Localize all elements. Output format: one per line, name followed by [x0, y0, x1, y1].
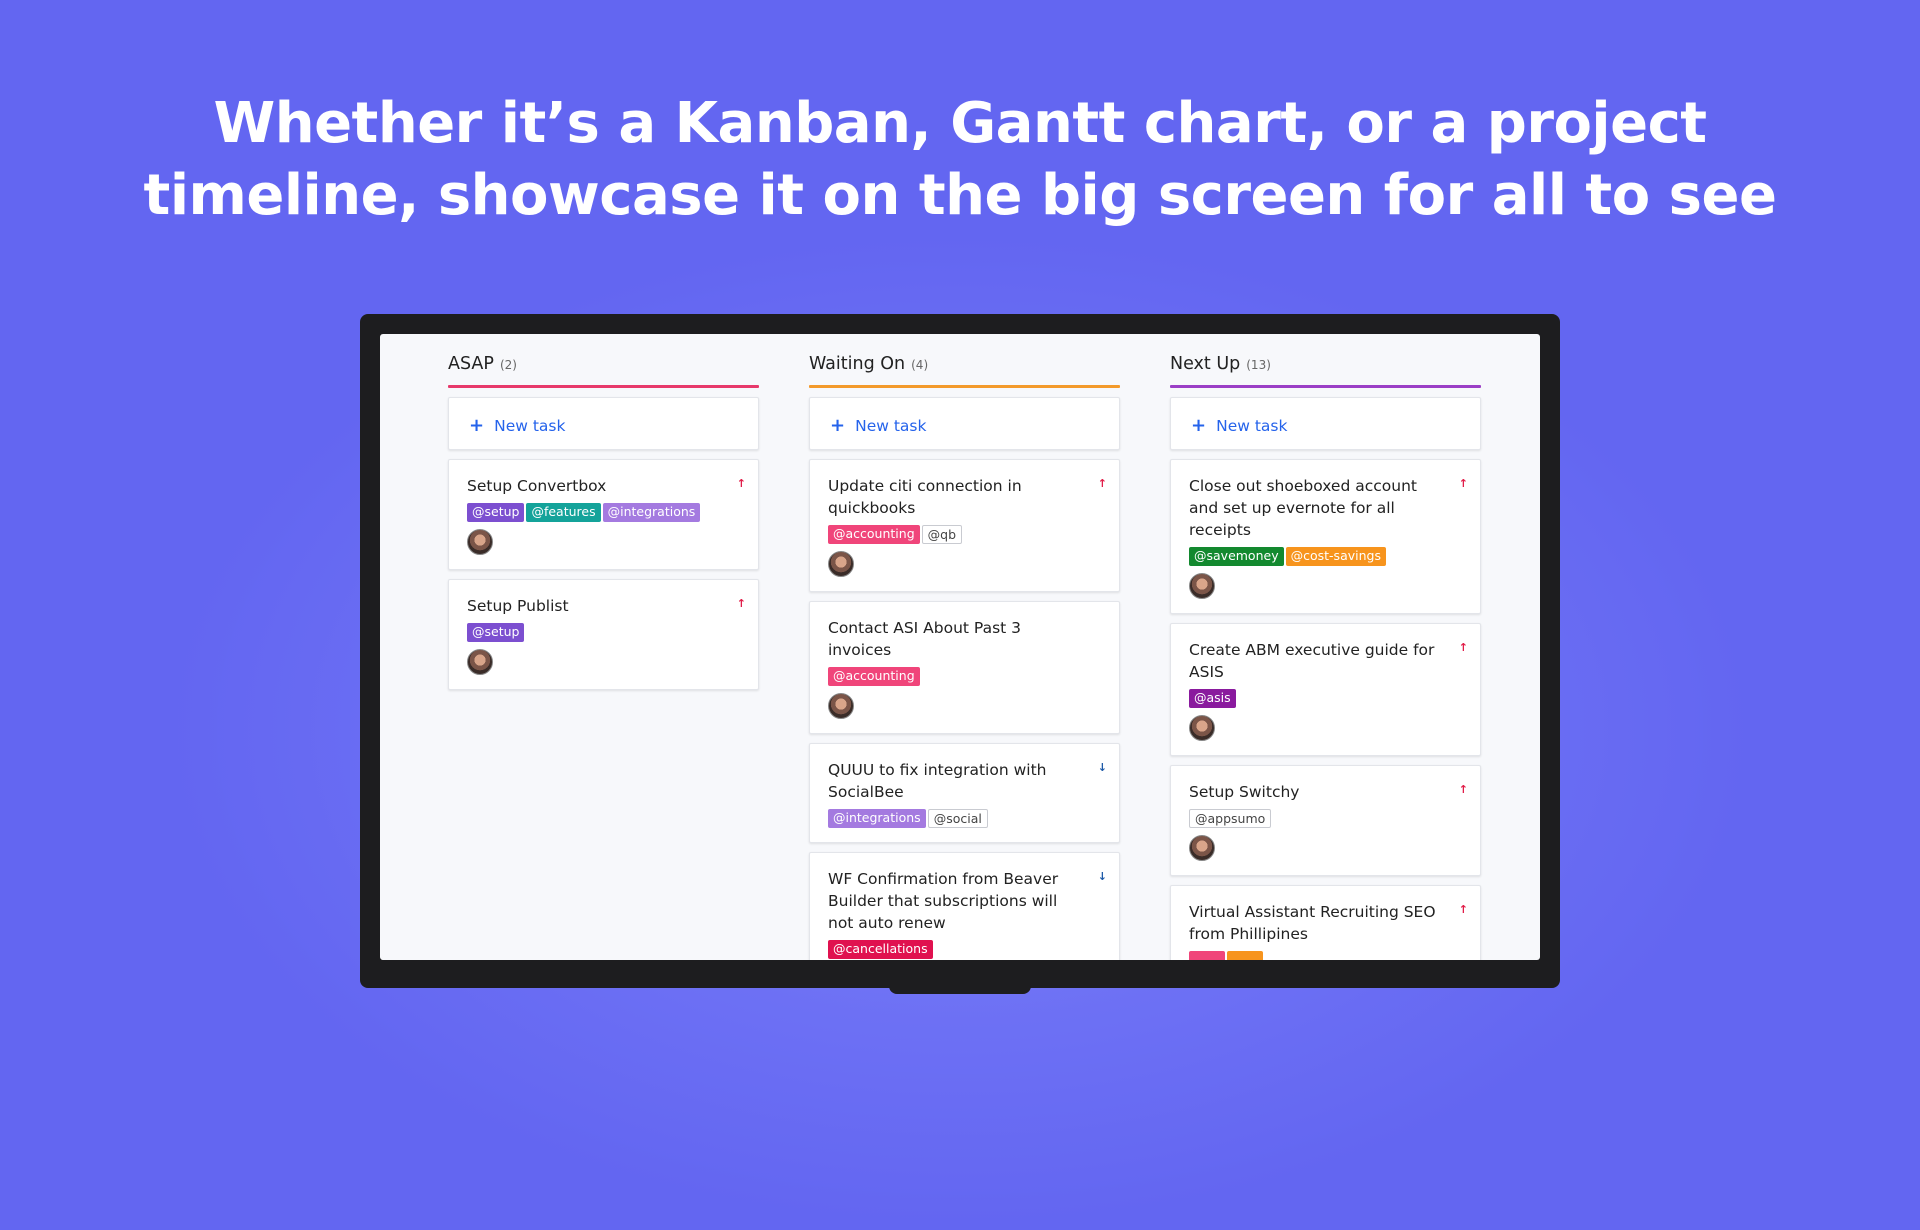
- column-header: Waiting On (4): [809, 334, 1120, 388]
- task-title: Setup Switchy: [1189, 783, 1300, 801]
- task-card[interactable]: Update citi connection in quickbooks ↑ @ac…: [809, 459, 1120, 592]
- task-tags: @accounting @qb: [828, 525, 1101, 544]
- column-color-bar: [809, 385, 1120, 388]
- tag[interactable]: @asis: [1189, 689, 1236, 708]
- task-tags: @accounting: [828, 667, 1101, 686]
- headline: Whether it’s a Kanban, Gantt chart, or a…: [0, 88, 1920, 232]
- kanban-board: ASAP (2) + New task Setup Convertbox ↑ @setup @…: [380, 334, 1540, 960]
- task-title: Virtual Assistant Recruiting SEO from Ph…: [1189, 903, 1436, 943]
- monitor-frame: ASAP (2) + New task Setup Convertbox ↑ @setup @…: [360, 314, 1560, 988]
- task-tags: @integrations @social: [828, 809, 1101, 828]
- new-task-button[interactable]: + New task: [448, 397, 759, 450]
- task-tags: @setup @features @integrations: [467, 503, 740, 522]
- tag[interactable]: @cost-savings: [1285, 547, 1386, 566]
- assignee-avatar[interactable]: [1189, 573, 1215, 599]
- tag[interactable]: @social: [927, 809, 988, 828]
- task-tags: @appsumo: [1189, 809, 1462, 828]
- tag[interactable]: [1227, 951, 1263, 960]
- kanban-column: ASAP (2) + New task Setup Convertbox ↑ @setup @…: [448, 334, 759, 690]
- task-title: Update citi connection in quickbooks: [828, 477, 1022, 517]
- tag[interactable]: @features: [526, 503, 601, 522]
- priority-up-icon[interactable]: ↑: [1097, 477, 1107, 490]
- task-title: WF Confirmation from Beaver Builder that…: [828, 870, 1059, 932]
- tag[interactable]: @accounting: [828, 525, 920, 544]
- task-card[interactable]: Setup Convertbox ↑ @setup @features @integra…: [448, 459, 759, 570]
- task-title: Setup Publist: [467, 597, 569, 615]
- tag[interactable]: @setup: [467, 623, 525, 642]
- kanban-column: Next Up (13) + New task Close out shoeboxed …: [1170, 334, 1481, 960]
- new-task-label: New task: [855, 417, 927, 435]
- task-tags: @savemoney @cost-savings: [1189, 547, 1462, 566]
- new-task-label: New task: [1216, 417, 1288, 435]
- priority-up-icon[interactable]: ↑: [736, 597, 746, 610]
- task-card[interactable]: Create ABM executive guide for ASIS ↑ @asi…: [1170, 623, 1481, 756]
- tag[interactable]: @qb: [921, 525, 963, 544]
- column-title-text: Next Up: [1170, 354, 1241, 374]
- tag[interactable]: @savemoney: [1189, 547, 1284, 566]
- column-count: (13): [1246, 358, 1271, 372]
- priority-up-icon[interactable]: ↑: [1458, 783, 1468, 796]
- tag[interactable]: @setup: [467, 503, 525, 522]
- column-title-text: ASAP: [448, 354, 494, 374]
- new-task-button[interactable]: + New task: [1170, 397, 1481, 450]
- column-title: ASAP (2): [448, 354, 517, 374]
- column-color-bar: [1170, 385, 1481, 388]
- tag[interactable]: @integrations: [828, 809, 926, 828]
- priority-up-icon[interactable]: ↑: [1458, 903, 1468, 916]
- assignee-avatar[interactable]: [467, 649, 493, 675]
- column-color-bar: [448, 385, 759, 388]
- tag[interactable]: @appsumo: [1189, 809, 1272, 828]
- new-task-label: New task: [494, 417, 566, 435]
- task-card[interactable]: QUUU to fix integration with SocialBee ↓ @…: [809, 743, 1120, 843]
- column-title: Next Up (13): [1170, 354, 1271, 374]
- tag[interactable]: [1189, 951, 1225, 960]
- tag[interactable]: @accounting: [828, 667, 920, 686]
- kanban-column: Waiting On (4) + New task Update citi connec…: [809, 334, 1120, 960]
- priority-up-icon[interactable]: ↑: [1458, 477, 1468, 490]
- task-title: QUUU to fix integration with SocialBee: [828, 761, 1047, 801]
- new-task-button[interactable]: + New task: [809, 397, 1120, 450]
- tag[interactable]: @integrations: [602, 503, 701, 522]
- priority-up-icon[interactable]: ↑: [736, 477, 746, 490]
- assignee-avatar[interactable]: [467, 529, 493, 555]
- priority-down-icon[interactable]: ↓: [1097, 761, 1107, 774]
- column-header: Next Up (13): [1170, 334, 1481, 388]
- task-title: Close out shoeboxed account and set up e…: [1189, 477, 1417, 539]
- task-card[interactable]: WF Confirmation from Beaver Builder that…: [809, 852, 1120, 960]
- plus-icon: +: [830, 415, 846, 436]
- priority-down-icon[interactable]: ↓: [1097, 870, 1107, 883]
- task-tags: @asis: [1189, 689, 1462, 708]
- monitor-stand: [889, 984, 1031, 994]
- headline-line-2: timeline, showcase it on the big screen …: [143, 163, 1777, 228]
- assignee-avatar[interactable]: [1189, 715, 1215, 741]
- assignee-avatar[interactable]: [828, 551, 854, 577]
- task-tags: [1189, 951, 1462, 960]
- plus-icon: +: [1191, 415, 1207, 436]
- column-count: (4): [911, 358, 929, 372]
- plus-icon: +: [469, 415, 485, 436]
- tag[interactable]: @cancellations: [828, 940, 933, 959]
- task-title: Contact ASI About Past 3 invoices: [828, 619, 1022, 659]
- task-title: Setup Convertbox: [467, 477, 607, 495]
- task-card[interactable]: Virtual Assistant Recruiting SEO from Ph…: [1170, 885, 1481, 960]
- column-header: ASAP (2): [448, 334, 759, 388]
- task-card[interactable]: Close out shoeboxed account and set up e…: [1170, 459, 1481, 614]
- task-card[interactable]: Setup Publist ↑ @setup: [448, 579, 759, 690]
- priority-up-icon[interactable]: ↑: [1458, 641, 1468, 654]
- task-tags: @setup: [467, 623, 740, 642]
- headline-line-1: Whether it’s a Kanban, Gantt chart, or a…: [213, 91, 1707, 156]
- assignee-avatar[interactable]: [1189, 835, 1215, 861]
- column-title: Waiting On (4): [809, 354, 928, 374]
- column-title-text: Waiting On: [809, 354, 906, 374]
- task-title: Create ABM executive guide for ASIS: [1189, 641, 1435, 681]
- task-card[interactable]: Contact ASI About Past 3 invoices @accoun…: [809, 601, 1120, 734]
- task-card[interactable]: Setup Switchy ↑ @appsumo: [1170, 765, 1481, 876]
- column-count: (2): [499, 358, 517, 372]
- task-tags: @cancellations: [828, 940, 1101, 959]
- assignee-avatar[interactable]: [828, 693, 854, 719]
